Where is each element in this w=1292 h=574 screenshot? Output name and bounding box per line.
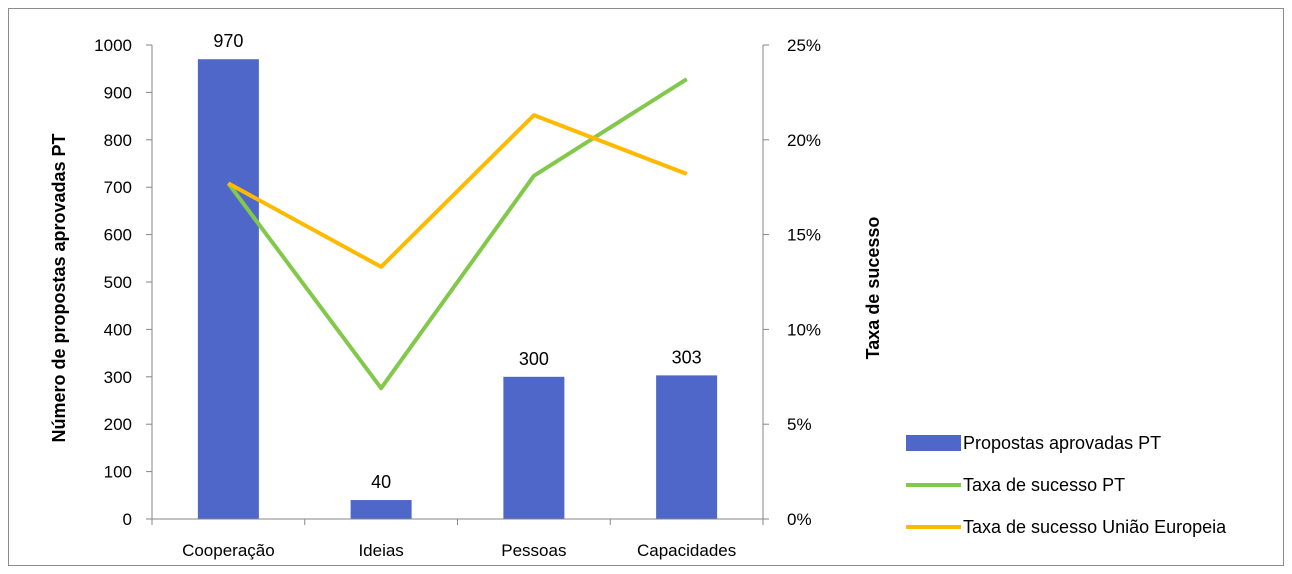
bar-cooperação bbox=[197, 59, 259, 519]
legend: Propostas aprovadas PT Taxa de sucesso PT… bbox=[906, 433, 1227, 537]
bar-pessoas bbox=[503, 376, 565, 519]
data-label-capacidades: 303 bbox=[672, 347, 702, 367]
y2-axis-title: Taxa de sucesso bbox=[863, 217, 883, 360]
y-tick-label: 300 bbox=[104, 368, 132, 387]
y-tick-label: 700 bbox=[104, 178, 132, 197]
line-point-1-4 bbox=[686, 78, 688, 80]
y-tick-label: 100 bbox=[104, 463, 132, 482]
x-tick-label: Capacidades bbox=[637, 541, 736, 560]
y2-tick-label: 15% bbox=[787, 226, 821, 245]
y2-tick-label: 0% bbox=[787, 510, 812, 529]
legend-swatch-bar bbox=[906, 435, 961, 451]
x-tick-label: Cooperação bbox=[182, 541, 275, 560]
line-series-1 bbox=[226, 77, 688, 391]
x-tick-label: Pessoas bbox=[501, 541, 566, 560]
bar-capacidades bbox=[656, 375, 718, 519]
y-tick-label: 600 bbox=[104, 226, 132, 245]
y-tick-label: 900 bbox=[104, 83, 132, 102]
y-tick-label: 1000 bbox=[94, 36, 132, 55]
bar-ideias bbox=[350, 500, 412, 519]
data-label-ideias: 40 bbox=[371, 472, 391, 492]
line-point-2-2 bbox=[380, 266, 382, 268]
y2-tick-label: 5% bbox=[787, 415, 812, 434]
line-point-1-2 bbox=[380, 387, 382, 389]
line-point-2-3 bbox=[533, 114, 535, 116]
chart-frame: 970 40 300 303 0 100 200 300 400 500 600 700 800 900 1… bbox=[8, 8, 1284, 566]
line-point-2-4 bbox=[686, 173, 688, 175]
line-series-2 bbox=[227, 113, 688, 269]
y-tick-label: 400 bbox=[104, 320, 132, 339]
axes-layer bbox=[146, 44, 769, 525]
y2-tick-label: 20% bbox=[787, 131, 821, 150]
y2-tick-label: 10% bbox=[787, 320, 821, 339]
combo-chart: 970 40 300 303 0 100 200 300 400 500 600 700 800 900 1… bbox=[49, 31, 1227, 560]
line-point-1-3 bbox=[533, 175, 535, 177]
y-axis-title: Número de propostas aprovadas PT bbox=[49, 133, 69, 442]
labels-layer: 970 40 300 303 0 100 200 300 400 500 600 700 800 900 1… bbox=[94, 31, 821, 560]
data-label-cooperação: 970 bbox=[213, 31, 243, 51]
x-tick-label: Ideias bbox=[358, 541, 403, 560]
legend-label: Taxa de sucesso PT bbox=[963, 475, 1125, 495]
data-label-pessoas: 300 bbox=[519, 349, 549, 369]
y-tick-label: 800 bbox=[104, 131, 132, 150]
y2-tick-label: 25% bbox=[787, 36, 821, 55]
lines-layer bbox=[226, 77, 688, 391]
y-tick-label: 0 bbox=[123, 510, 132, 529]
legend-label: Propostas aprovadas PT bbox=[963, 433, 1161, 453]
bars-layer bbox=[197, 59, 718, 519]
y-tick-label: 500 bbox=[104, 273, 132, 292]
legend-label: Taxa de sucesso União Europeia bbox=[963, 517, 1227, 537]
y-tick-label: 200 bbox=[104, 415, 132, 434]
line-point-2-1 bbox=[227, 182, 229, 184]
